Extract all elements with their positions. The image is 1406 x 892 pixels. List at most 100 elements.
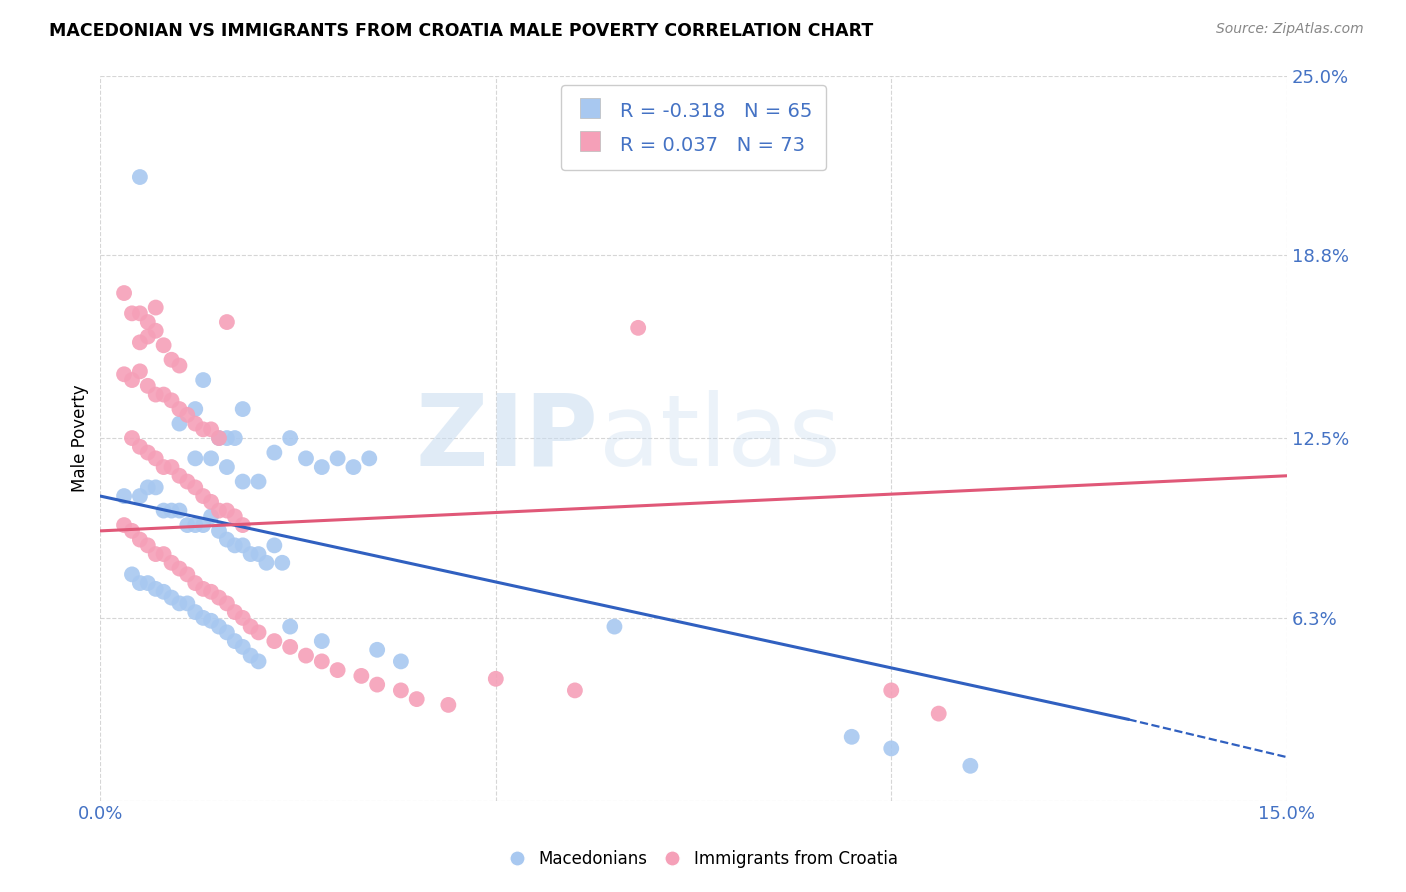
Point xyxy=(271,556,294,570)
Point xyxy=(232,402,254,417)
Point xyxy=(295,451,318,466)
Point xyxy=(200,584,222,599)
Point xyxy=(128,576,150,591)
Point xyxy=(278,431,301,445)
Point xyxy=(193,518,215,533)
Point xyxy=(278,619,301,633)
Point xyxy=(880,741,903,756)
Point xyxy=(152,584,174,599)
Point xyxy=(485,672,508,686)
Point xyxy=(200,495,222,509)
Point xyxy=(184,605,207,619)
Point xyxy=(232,475,254,489)
Point xyxy=(136,445,159,459)
Point xyxy=(959,759,981,773)
Point xyxy=(112,518,135,533)
Point xyxy=(145,324,167,338)
Point xyxy=(263,634,285,648)
Point xyxy=(128,335,150,350)
Point xyxy=(564,683,586,698)
Point xyxy=(176,518,198,533)
Point xyxy=(208,431,231,445)
Point xyxy=(169,561,191,575)
Point xyxy=(224,538,246,552)
Point xyxy=(184,576,207,591)
Point xyxy=(880,683,903,698)
Legend: Macedonians, Immigrants from Croatia: Macedonians, Immigrants from Croatia xyxy=(502,844,904,875)
Point xyxy=(208,619,231,633)
Point xyxy=(200,509,222,524)
Point xyxy=(247,475,270,489)
Point xyxy=(208,591,231,605)
Point xyxy=(215,315,238,329)
Point xyxy=(128,364,150,378)
Point xyxy=(112,286,135,301)
Point xyxy=(295,648,318,663)
Point xyxy=(121,567,143,582)
Point xyxy=(145,582,167,596)
Point xyxy=(145,480,167,494)
Point xyxy=(311,460,333,475)
Point xyxy=(239,648,262,663)
Point xyxy=(136,538,159,552)
Point xyxy=(215,460,238,475)
Point xyxy=(184,518,207,533)
Point xyxy=(145,301,167,315)
Point xyxy=(256,556,278,570)
Point xyxy=(112,489,135,503)
Point xyxy=(232,538,254,552)
Text: Source: ZipAtlas.com: Source: ZipAtlas.com xyxy=(1216,22,1364,37)
Point xyxy=(232,611,254,625)
Point xyxy=(928,706,950,721)
Point xyxy=(136,329,159,343)
Point xyxy=(169,596,191,610)
Text: atlas: atlas xyxy=(599,390,841,486)
Point xyxy=(112,368,135,382)
Text: MACEDONIAN VS IMMIGRANTS FROM CROATIA MALE POVERTY CORRELATION CHART: MACEDONIAN VS IMMIGRANTS FROM CROATIA MA… xyxy=(49,22,873,40)
Point xyxy=(152,503,174,517)
Point xyxy=(224,431,246,445)
Point xyxy=(366,642,388,657)
Point xyxy=(224,605,246,619)
Point xyxy=(405,692,427,706)
Point xyxy=(136,379,159,393)
Point xyxy=(128,306,150,320)
Point xyxy=(136,315,159,329)
Point xyxy=(128,440,150,454)
Point xyxy=(366,677,388,691)
Point xyxy=(215,503,238,517)
Point xyxy=(152,387,174,401)
Point xyxy=(121,306,143,320)
Point xyxy=(389,683,412,698)
Point xyxy=(152,460,174,475)
Point xyxy=(232,640,254,654)
Point xyxy=(841,730,863,744)
Point xyxy=(215,431,238,445)
Point xyxy=(145,387,167,401)
Point xyxy=(326,663,349,677)
Point xyxy=(193,489,215,503)
Point xyxy=(389,654,412,668)
Point xyxy=(232,518,254,533)
Point xyxy=(239,547,262,561)
Point xyxy=(160,556,183,570)
Point xyxy=(136,480,159,494)
Point xyxy=(247,547,270,561)
Point xyxy=(169,417,191,431)
Point xyxy=(184,480,207,494)
Point xyxy=(184,451,207,466)
Point xyxy=(121,524,143,538)
Point xyxy=(160,393,183,408)
Point xyxy=(200,422,222,436)
Point xyxy=(152,547,174,561)
Point xyxy=(263,445,285,459)
Point xyxy=(176,475,198,489)
Point xyxy=(215,533,238,547)
Point xyxy=(128,533,150,547)
Point xyxy=(200,614,222,628)
Point xyxy=(193,373,215,387)
Point xyxy=(145,451,167,466)
Point xyxy=(169,402,191,417)
Point xyxy=(128,489,150,503)
Point xyxy=(311,634,333,648)
